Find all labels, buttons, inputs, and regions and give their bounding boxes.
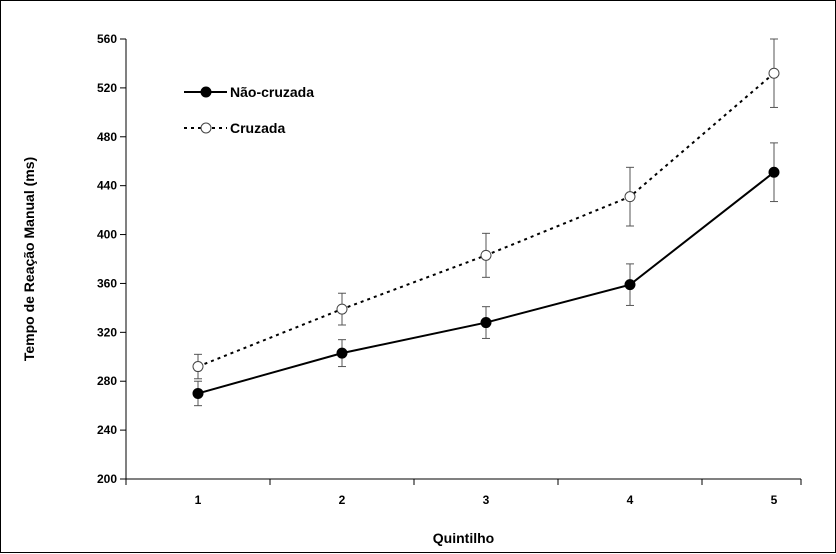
y-tick-label: 240 (97, 423, 117, 437)
x-tick-label: 1 (195, 493, 202, 507)
y-tick-label: 360 (97, 276, 117, 290)
legend-marker (200, 86, 212, 98)
x-tick-label: 5 (771, 493, 778, 507)
data-point (768, 67, 780, 79)
data-point (192, 361, 204, 373)
axes (125, 39, 801, 480)
x-tick-label: 3 (483, 493, 490, 507)
series-layer (192, 38, 780, 407)
data-point (768, 166, 780, 178)
series-1 (192, 142, 780, 407)
x-axis-title: Quintilho (433, 530, 494, 546)
data-point (624, 191, 636, 203)
y-tick-label: 200 (97, 472, 117, 486)
ticks: 200 240 280 320 360 400 440 480 520 560 1 2 3 4 5 (97, 32, 802, 507)
data-point (480, 317, 492, 329)
data-point (480, 249, 492, 261)
legend-label: Cruzada (230, 120, 285, 136)
data-point (624, 279, 636, 291)
legend-entry-1: Não-cruzada (184, 84, 314, 100)
x-tick-label: 2 (339, 493, 346, 507)
y-tick-label: 480 (97, 130, 117, 144)
x-tick-label: 4 (627, 493, 634, 507)
y-tick-label: 560 (97, 32, 117, 46)
y-tick-label: 320 (97, 325, 117, 339)
y-tick-label: 520 (97, 81, 117, 95)
series-line (197, 171, 775, 395)
y-axis-title: Tempo de Reação Manual (ms) (21, 157, 37, 361)
legend-marker (200, 122, 212, 134)
data-point (192, 387, 204, 399)
legend-label: Não-cruzada (230, 84, 314, 100)
series-2 (192, 38, 780, 380)
y-tick-label: 400 (97, 228, 117, 242)
data-point (336, 347, 348, 359)
y-tick-label: 440 (97, 179, 117, 193)
legend-entry-2: Cruzada (184, 120, 285, 136)
data-point (336, 303, 348, 315)
y-tick-label: 280 (97, 374, 117, 388)
legend: Não-cruzada Cruzada (184, 84, 314, 136)
